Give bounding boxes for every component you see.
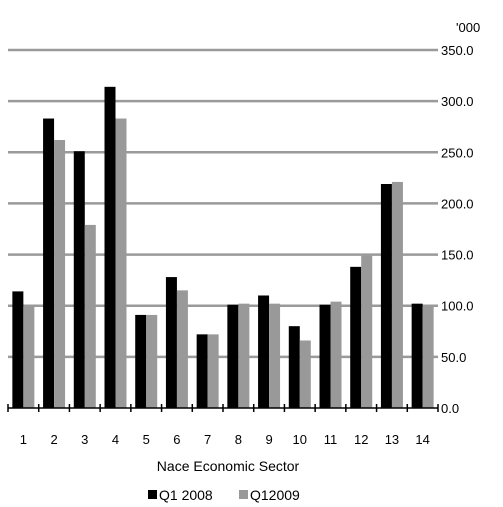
y-tick-label: 150.0 [441,248,474,263]
x-tick-label: 2 [50,432,57,447]
bar-q12009-sector-12 [361,255,373,408]
x-axis [7,404,439,412]
x-tick-labels: 1 2 3 4 5 6 7 8 9 10 11 12 13 14 [20,432,430,447]
x-tick-label: 1 [20,432,27,447]
x-tick-label: 7 [204,432,211,447]
x-tick-label: 3 [81,432,88,447]
x-tick-label: 14 [415,432,429,447]
y-tick-label: 250.0 [441,145,474,160]
bar-q12009-sector-11 [330,301,342,408]
x-tick-label: 6 [173,432,180,447]
bar-q12009-sector-6 [176,290,188,408]
bar-q12009-sector-13 [391,181,403,408]
bar-q1-2008-sector-7 [196,334,208,408]
y-tick-label: 300.0 [441,94,474,109]
x-tick-label: 12 [354,432,368,447]
x-axis-title: Nace Economic Sector [157,458,300,474]
legend-swatch-q1-2008 [148,490,157,499]
bar-q1-2008-sector-6 [165,277,177,408]
x-tick-label: 13 [385,432,399,447]
y-tick-label: 50.0 [441,350,466,365]
unit-label: '000 [456,20,480,35]
bar-q12009-sector-10 [299,340,311,408]
bar-q1-2008-sector-2 [43,118,55,408]
x-tick-label: 8 [235,432,242,447]
y-tick-label: 100.0 [441,299,474,314]
bar-q1-2008-sector-1 [12,291,24,408]
y-tick-label: 0.0 [441,401,459,416]
bar-q1-2008-sector-8 [227,304,239,408]
x-tick-label: 11 [324,432,338,447]
bar-q1-2008-sector-5 [135,314,147,408]
legend: Q1 2008 Q12009 [148,487,300,503]
x-tick-label: 4 [112,432,119,447]
x-tick-label: 10 [293,432,307,447]
bars [12,86,434,409]
bar-q12009-sector-4 [115,118,127,408]
y-tick-label: 350.0 [441,43,474,58]
bar-q12009-sector-9 [269,303,281,408]
bar-q1-2008-sector-3 [73,151,85,408]
gridlines [8,48,438,359]
bar-q1-2008-sector-11 [319,304,331,408]
bar-q1-2008-sector-9 [258,295,270,408]
y-tick-labels: 0.0 50.0 100.0 150.0 200.0 250.0 300.0 350.0 [441,43,474,416]
legend-label-q1-2008: Q1 2008 [159,487,213,503]
bar-q12009-sector-14 [422,305,434,408]
x-tick-label: 5 [143,432,150,447]
bar-q1-2008-sector-12 [350,266,362,408]
bar-q12009-sector-1 [23,305,35,408]
bar-q12009-sector-8 [238,303,250,408]
bar-q1-2008-sector-4 [104,86,116,408]
bar-q12009-sector-5 [146,314,158,408]
bar-q1-2008-sector-13 [380,183,392,408]
legend-swatch-q12009 [239,490,248,499]
y-tick-label: 200.0 [441,196,474,211]
bar-q1-2008-sector-10 [288,326,300,408]
bar-q12009-sector-7 [207,334,219,408]
bar-q1-2008-sector-14 [411,303,423,408]
x-tick-label: 9 [265,432,272,447]
bar-q12009-sector-2 [54,140,66,409]
bar-q12009-sector-3 [84,224,96,408]
legend-label-q12009: Q12009 [250,487,300,503]
